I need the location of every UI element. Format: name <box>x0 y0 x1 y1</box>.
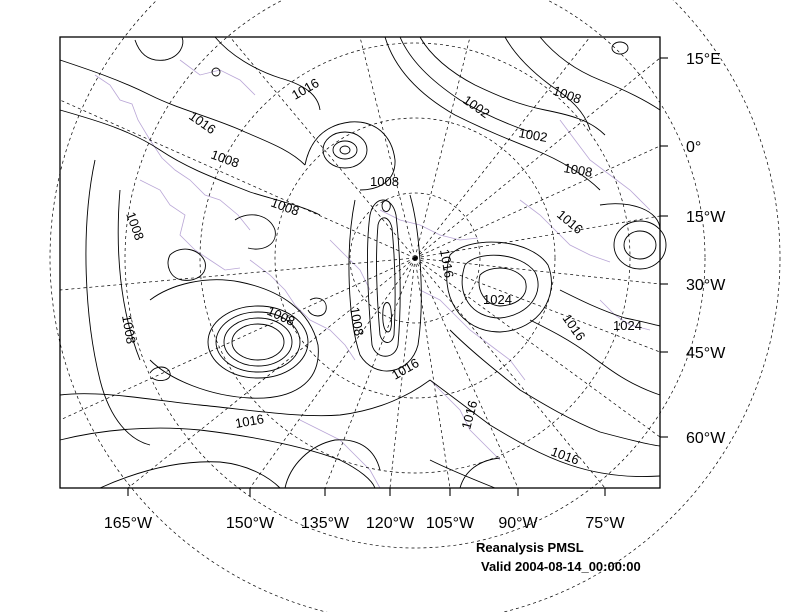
bottom-axis <box>127 488 606 496</box>
right-tick-labels: 15°E 0° 15°W 30°W 45°W 60°W <box>686 51 726 447</box>
contour-label: 1016 <box>554 207 586 237</box>
graticule <box>49 0 781 612</box>
contour-label: 1008 <box>209 147 241 171</box>
contour-label: 1016 <box>186 108 218 137</box>
contour-label: 1008 <box>347 306 367 337</box>
contour-label: 1016 <box>437 248 457 279</box>
right-axis <box>660 57 668 438</box>
contour-label: 1002 <box>517 125 548 145</box>
contour-label: 1008 <box>551 83 583 107</box>
contour-label: 1008 <box>370 174 399 189</box>
contour-label: 1016 <box>389 355 422 382</box>
lat-tick-label: 0° <box>686 139 701 156</box>
lon-tick-label: 120°W <box>366 515 415 532</box>
contour-label: 1008 <box>265 303 298 329</box>
lat-tick-label: 45°W <box>686 345 726 362</box>
contour-label: 1024 <box>613 318 642 333</box>
coastlines <box>94 59 651 489</box>
lon-tick-label: 75°W <box>585 515 625 532</box>
lon-tick-label: 165°W <box>104 515 153 532</box>
lon-tick-label: 90°W <box>498 515 538 532</box>
contour-label: 1016 <box>234 411 265 431</box>
lon-tick-label: 135°W <box>301 515 350 532</box>
contour-label: 1016 <box>560 311 589 343</box>
lat-tick-label: 15°E <box>686 51 721 68</box>
contour-label: 1016 <box>458 399 480 431</box>
map-frame <box>59 36 661 489</box>
contour-label: 1016 <box>549 444 581 468</box>
contour-label: 1002 <box>460 92 492 121</box>
lon-tick-label: 105°W <box>426 515 475 532</box>
lat-tick-label: 60°W <box>686 430 726 447</box>
lon-tick-label: 150°W <box>226 515 275 532</box>
contour-label: 1024 <box>483 292 512 307</box>
lat-tick-label: 30°W <box>686 277 726 294</box>
contour-label: 1008 <box>269 195 301 219</box>
contour-label: 1016 <box>289 75 322 102</box>
isobars <box>59 36 667 489</box>
contour-label: 1008 <box>119 314 139 345</box>
valid-time: Valid 2004-08-14_00:00:00 <box>481 559 641 574</box>
map-title: Reanalysis PMSL <box>476 540 584 555</box>
bottom-tick-labels: 165°W 150°W 135°W 120°W 105°W 90°W 75°W <box>104 515 626 532</box>
contour-labels: 1016 1016 1002 1008 1002 1008 1008 1008 … <box>119 75 642 468</box>
lat-tick-label: 15°W <box>686 209 726 226</box>
contour-label: 1008 <box>562 160 593 180</box>
